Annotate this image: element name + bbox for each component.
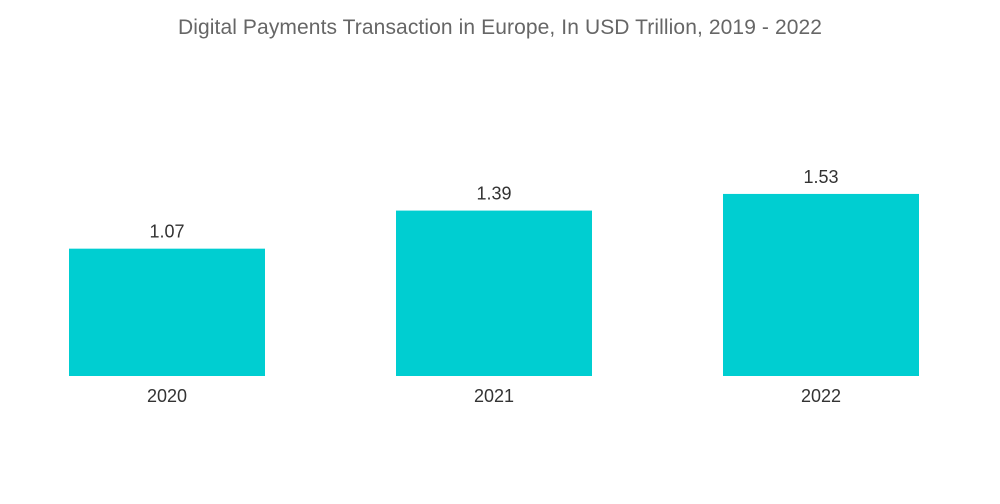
chart-title: Digital Payments Transaction in Europe, … (177, 16, 823, 39)
x-tick-label-2020: 2020 (147, 386, 187, 406)
value-label-2021: 1.39 (476, 184, 511, 204)
value-label-2020: 1.07 (149, 222, 184, 242)
bar-2021 (396, 210, 592, 376)
x-tick-label-2022: 2022 (801, 386, 841, 406)
value-label-2022: 1.53 (803, 167, 838, 187)
bar-2020 (69, 248, 265, 376)
x-tick-label-2021: 2021 (474, 386, 514, 406)
bar-2022 (723, 193, 919, 376)
